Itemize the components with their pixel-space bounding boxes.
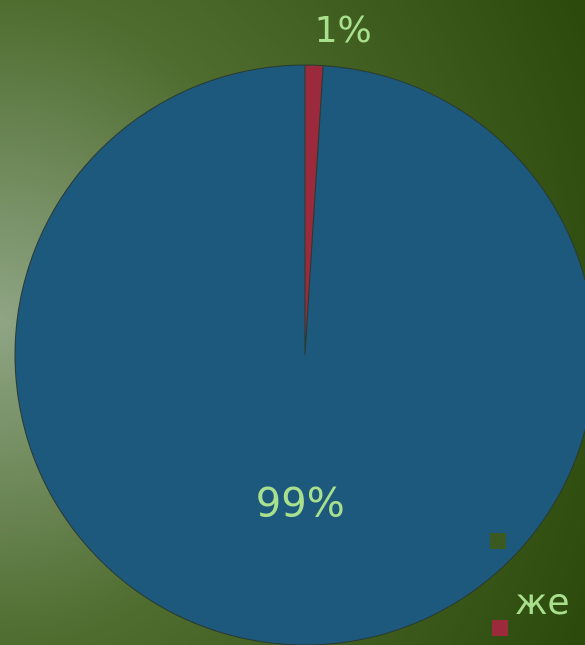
pie-slice xyxy=(14,64,585,645)
data-label: 99% xyxy=(256,481,345,527)
legend-label: же xyxy=(515,582,570,623)
data-label: 1% xyxy=(315,10,372,51)
legend-marker xyxy=(492,620,508,636)
pie xyxy=(14,64,585,645)
legend-marker-decor xyxy=(490,533,506,549)
